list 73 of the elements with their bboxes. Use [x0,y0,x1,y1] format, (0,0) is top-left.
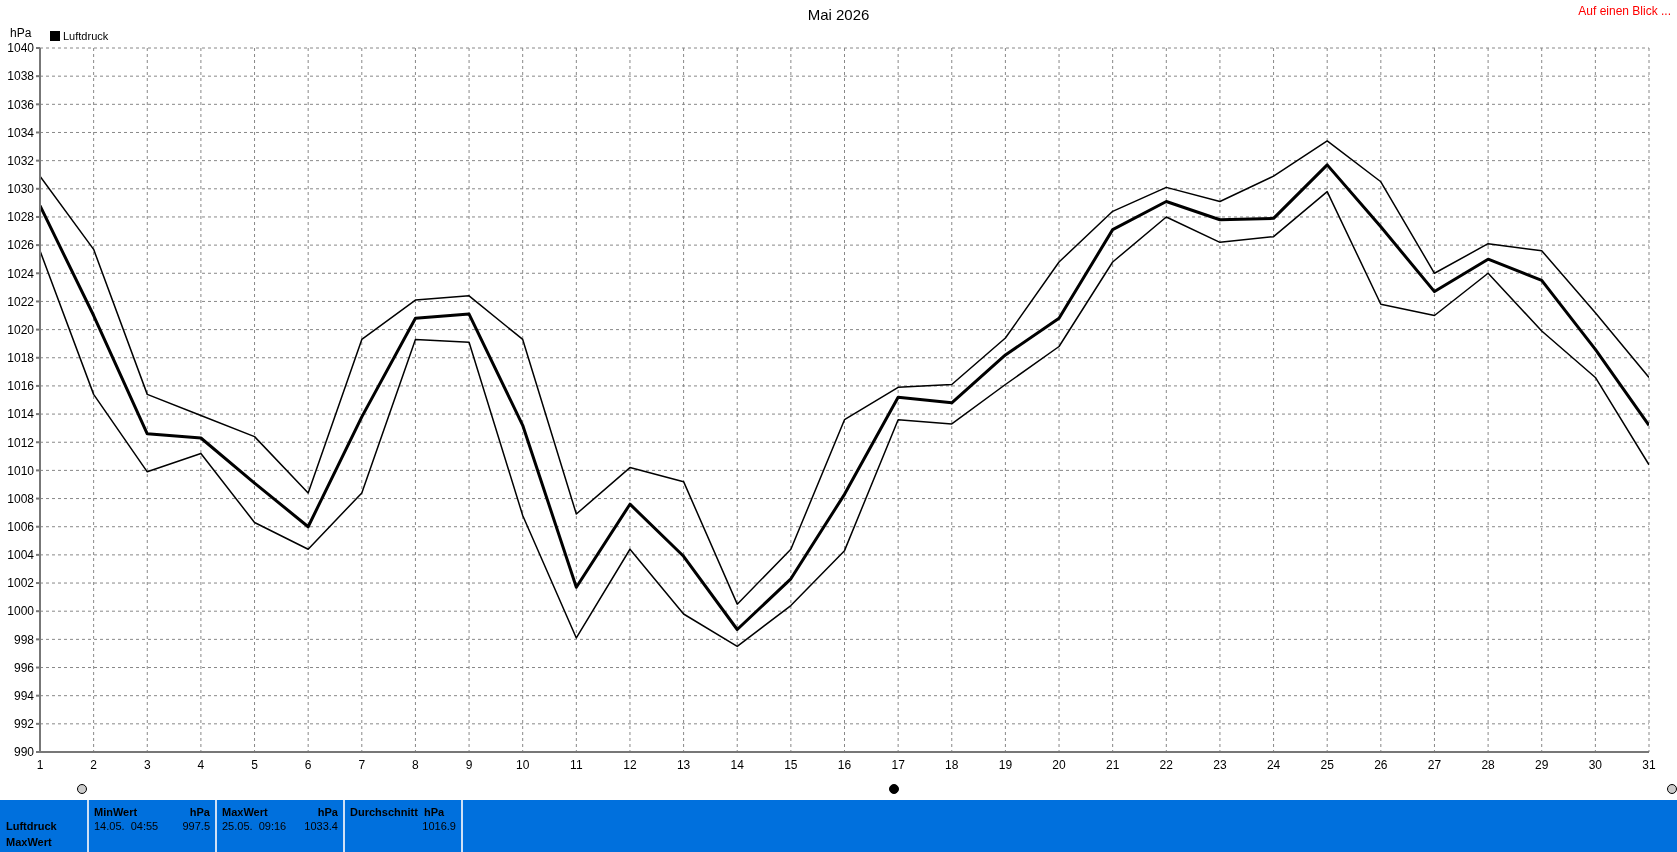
text: Durchschnitt hPa [350,806,445,818]
text: 997.5 [181,820,210,832]
text: hPa [188,806,210,818]
x-tick-label: 6 [304,757,312,772]
y-tick-label: 1002 [7,576,35,591]
x-tick-label: 22 [1159,757,1174,772]
y-tick-label: 1016 [7,379,35,394]
y-tick-label: 1008 [7,491,35,506]
text: 1016.9 [421,820,456,832]
legend-label: Luftdruck [63,30,109,42]
x-tick-label: 16 [837,757,852,772]
x-tick-label: 15 [784,757,798,772]
x-tick-label: 23 [1213,757,1227,772]
y-tick-label: 1038 [7,69,35,84]
text: MaxWert [222,806,268,818]
x-tick-label: 10 [516,757,530,772]
y-tick-label: 992 [13,717,35,732]
x-tick-label: 17 [891,757,906,772]
y-tick-label: 1012 [7,435,35,450]
x-tick-label: 13 [676,757,691,772]
y-tick-label: 1004 [7,548,35,563]
y-tick-label: 998 [13,632,35,647]
text: 1033.4 [303,820,338,832]
x-tick-label: 5 [251,757,259,772]
x-tick-label: 14 [730,757,745,772]
y-tick-label: 1000 [7,604,35,619]
y-tick-label: 990 [13,745,35,760]
y-axis-title: hPa [10,26,32,40]
x-tick-label: 18 [945,757,959,772]
y-tick-label: 1034 [7,125,35,140]
text: MinWert [94,806,138,818]
y-tick-label: 1036 [7,97,35,112]
y-tick-label: 1014 [7,407,35,422]
x-tick-label: 1 [36,757,44,772]
x-tick-label: 19 [998,757,1013,772]
x-tick-label: 25 [1320,757,1335,772]
text: MaxWert [6,836,52,848]
x-tick-label: 9 [465,757,473,772]
y-tick-label: 1010 [7,463,35,478]
text: 14.05. 04:55 [94,820,159,832]
y-tick-label: 1026 [7,238,35,253]
x-tick-label: 21 [1105,757,1120,772]
text: 25.05. 09:16 [222,820,287,832]
x-tick-label: 30 [1588,757,1603,772]
x-tick-label: 24 [1266,757,1281,772]
text: Luftdruck [6,820,57,832]
x-tick-label: 2 [90,757,98,772]
y-tick-label: 1030 [7,182,35,197]
x-tick-label: 31 [1642,757,1656,772]
y-tick-label: 996 [13,660,35,675]
chart-title: Mai 2026 [807,6,870,23]
x-tick-label: 4 [197,757,205,772]
x-tick-label: 26 [1374,757,1388,772]
x-tick-label: 7 [358,757,366,772]
y-tick-label: 994 [13,688,35,703]
y-tick-label: 1028 [7,210,35,225]
y-tick-label: 1020 [7,322,35,337]
x-tick-label: 8 [412,757,420,772]
y-tick-label: 1024 [7,266,35,281]
x-tick-label: 3 [143,757,151,772]
y-tick-label: 1032 [7,153,35,168]
y-tick-label: 1006 [7,519,35,534]
x-tick-label: 11 [570,757,583,772]
x-tick-label: 27 [1427,757,1442,772]
x-tick-label: 29 [1535,757,1549,772]
x-tick-label: 12 [623,757,637,772]
y-tick-label: 1022 [7,294,35,309]
y-tick-label: 1040 [7,41,35,56]
x-tick-label: 20 [1052,757,1067,772]
text: hPa [316,806,338,818]
text: Auf einen Blick ... [1578,4,1671,18]
x-tick-label: 28 [1481,757,1496,772]
y-tick-label: 1018 [7,351,35,366]
